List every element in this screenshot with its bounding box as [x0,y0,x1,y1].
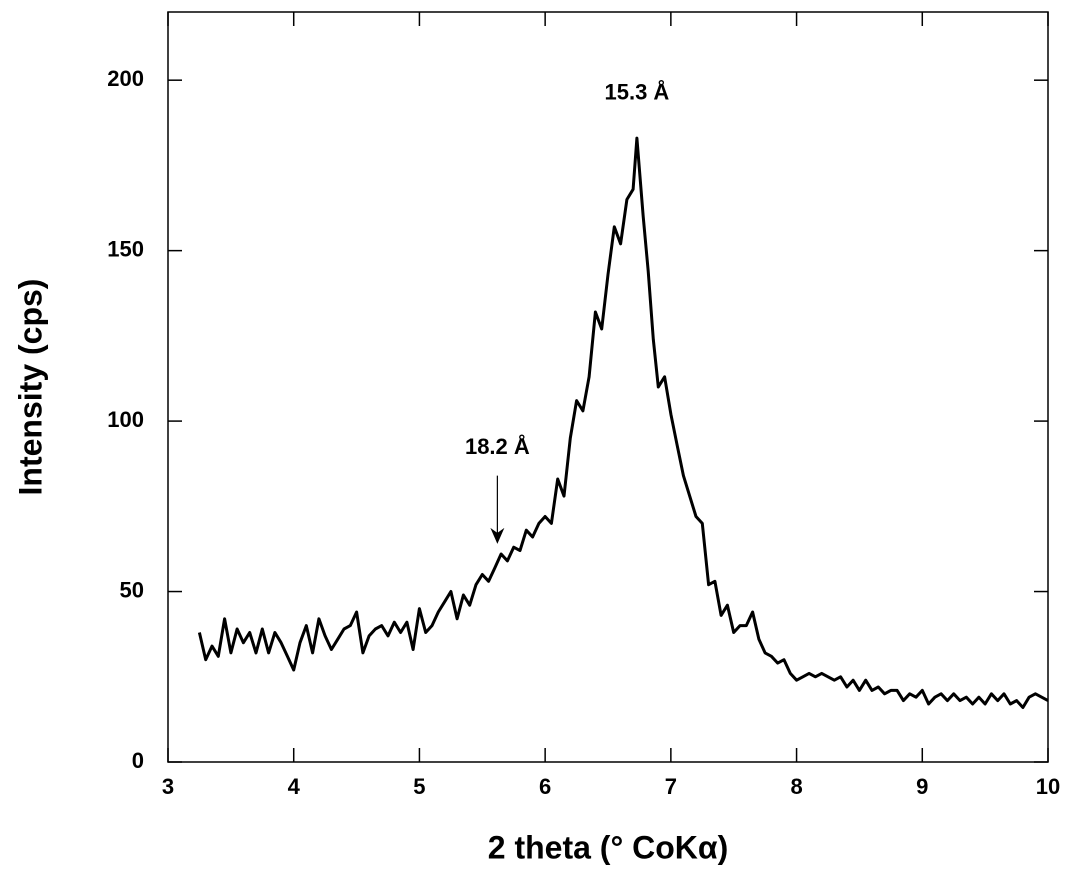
x-tick-label: 4 [288,774,301,799]
x-tick-label: 7 [665,774,677,799]
y-tick-label: 0 [132,748,144,773]
y-tick-label: 200 [107,66,144,91]
y-tick-label: 100 [107,407,144,432]
plot-frame [167,11,1049,763]
x-tick-label: 6 [539,774,551,799]
x-tick-label: 3 [162,774,174,799]
y-axis-label: Intensity (cps) [12,279,48,496]
y-tick-label: 150 [107,236,144,261]
arrow-head [490,527,505,544]
x-tick-label: 8 [790,774,802,799]
x-axis-label: 2 theta (° CoKα) [488,829,728,865]
y-tick-label: 50 [120,577,144,602]
annotation: 18.2 Å [465,433,530,459]
data-line [197,136,1049,709]
x-tick-label: 10 [1036,774,1060,799]
x-tick-label: 5 [413,774,425,799]
annotation: 15.3 Å [605,79,670,105]
x-tick-label: 9 [916,774,928,799]
